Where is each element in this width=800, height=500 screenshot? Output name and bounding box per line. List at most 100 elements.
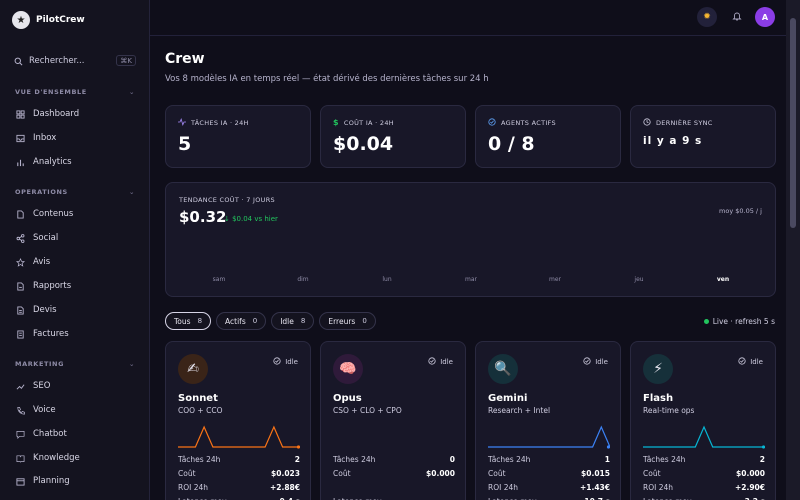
chevron-down-icon: ⌄ — [129, 360, 136, 368]
filter-active[interactable]: Actifs 0 — [216, 312, 267, 330]
search-button[interactable]: Rechercher... ⌘K — [10, 52, 136, 70]
sidebar-item-voice[interactable]: Voice — [16, 402, 56, 418]
sidebar-item-social[interactable]: Social — [16, 230, 58, 246]
agent-emoji-icon: 🧠 — [339, 361, 357, 377]
inbox-icon — [16, 134, 25, 143]
row-label: Tâches 24h — [643, 455, 686, 464]
sidebar-item-knowledge[interactable]: Knowledge — [16, 450, 80, 466]
sidebar-item-seo[interactable]: SEO — [16, 378, 50, 394]
row-label: Coût — [333, 469, 351, 478]
chat-icon — [16, 430, 25, 439]
sidebar-item-chatbot[interactable]: Chatbot — [16, 426, 67, 442]
sidebar-item-factures[interactable]: Factures — [16, 326, 69, 342]
sidebar-item-contenus[interactable]: Contenus — [16, 206, 73, 222]
user-avatar[interactable]: A — [755, 7, 775, 27]
stat-label: DERNIÈRE SYNC — [656, 119, 713, 127]
brand[interactable]: ★ PilotCrew — [12, 11, 85, 29]
sidebar-item-label: Devis — [33, 305, 57, 315]
agent-avatar: ⚡ — [643, 354, 673, 384]
agent-card-sonnet[interactable]: ✍ Idle Sonnet COO + CCO Tâches 24h 2 Coût… — [165, 341, 311, 500]
sidebar-item-label: Analytics — [33, 157, 72, 167]
bar-chart-icon — [16, 158, 25, 167]
row-label: Latence moy. — [333, 497, 383, 500]
section-title-overview[interactable]: VUE D'ENSEMBLE ⌄ — [15, 88, 136, 96]
agent-row-roi: ROI 24h +2.88€ — [178, 483, 300, 492]
sidebar-item-label: Factures — [33, 329, 69, 339]
check-circle-icon — [488, 118, 496, 128]
filter-all[interactable]: Tous 8 — [165, 312, 212, 330]
sidebar-item-label: Contenus — [33, 209, 74, 219]
trend-average: moy $0.05 / j — [719, 207, 762, 215]
grid-icon — [16, 109, 25, 119]
clock-icon — [643, 118, 651, 128]
day-label: mar — [465, 276, 477, 283]
agent-sparkline — [178, 425, 300, 449]
trend-delta: ↓ $0.04 vs hier — [224, 215, 278, 223]
sidebar-item-avis[interactable]: Avis — [16, 254, 50, 270]
notifications-button[interactable] — [727, 7, 747, 27]
sidebar-item-label: Chatbot — [33, 429, 67, 439]
status-label: Idle — [750, 358, 763, 366]
agent-sparkline — [333, 423, 455, 449]
row-value: +1.43€ — [579, 483, 610, 492]
filter-count: 0 — [362, 317, 367, 325]
row-value: $0.023 — [271, 469, 300, 478]
agent-name: Gemini — [488, 393, 528, 404]
filter-idle[interactable]: Idle 8 — [271, 312, 315, 330]
row-label: Tâches 24h — [178, 455, 221, 464]
sparkline-path — [643, 425, 765, 448]
stat-label: COÛT IA · 24H — [343, 118, 394, 127]
star-icon — [16, 257, 25, 267]
live-label: Live · refresh 5 s — [712, 317, 775, 326]
section-title-operations[interactable]: OPERATIONS ⌄ — [15, 188, 136, 196]
agent-status: Idle — [273, 357, 298, 367]
sidebar-item-label: Avis — [33, 257, 51, 267]
row-value: 0 — [449, 455, 455, 464]
row-label: Tâches 24h — [488, 455, 531, 464]
agent-sparkline — [488, 425, 610, 449]
sidebar-item-analytics[interactable]: Analytics — [16, 154, 72, 170]
stat-value: $0.04 — [333, 133, 394, 155]
search-placeholder: Rechercher... — [29, 56, 85, 66]
section-title-marketing[interactable]: MARKETING ⌄ — [15, 360, 136, 368]
agent-card-opus[interactable]: 🧠 Idle Opus CSO + CLO + CPO Tâches 24h 0 … — [320, 341, 466, 500]
agent-row-tasks: Tâches 24h 2 — [643, 455, 765, 464]
sidebar-item-inbox[interactable]: Inbox — [16, 130, 56, 146]
day-label: jeu — [634, 276, 644, 283]
trending-icon — [16, 382, 25, 391]
bell-icon — [732, 11, 742, 24]
share-icon — [16, 233, 25, 243]
agent-avatar: 🔍 — [488, 354, 518, 384]
sidebar-item-label: SEO — [33, 381, 51, 391]
scrollbar-thumb[interactable] — [790, 18, 796, 228]
search-icon — [14, 57, 23, 66]
row-value: 2 — [294, 455, 300, 464]
stat-card-sync: DERNIÈRE SYNC il y a 9 s — [630, 105, 776, 168]
agent-role: CSO + CLO + CPO — [333, 406, 402, 415]
search-shortcut: ⌘K — [116, 55, 136, 66]
sparkline-end-dot — [296, 445, 300, 449]
chevron-down-icon: ⌄ — [129, 188, 136, 196]
sidebar-item-rapports[interactable]: Rapports — [16, 278, 71, 294]
status-label: Idle — [595, 358, 608, 366]
scrollbar[interactable] — [786, 0, 800, 500]
row-value: 10.7 s — [584, 497, 610, 500]
sparkline-path — [488, 425, 610, 448]
invoice-icon — [16, 329, 25, 339]
agent-row-tasks: Tâches 24h 2 — [178, 455, 300, 464]
agent-name: Flash — [643, 393, 674, 404]
filter-errors[interactable]: Erreurs 0 — [319, 312, 376, 330]
filter-label: Erreurs — [328, 316, 356, 326]
sidebar-item-devis[interactable]: Devis — [16, 302, 57, 318]
book-icon — [16, 454, 25, 463]
agent-row-latency: Latence moy. 3.2 s — [643, 497, 765, 500]
agent-row-roi: ROI 24h +2.90€ — [643, 483, 765, 492]
agent-card-flash[interactable]: ⚡ Idle Flash Real-time ops Tâches 24h 2 C… — [630, 341, 776, 500]
agent-card-gemini[interactable]: 🔍 Idle Gemini Research + Intel Tâches 24… — [475, 341, 621, 500]
agent-row-latency: Latence moy. — — [333, 497, 455, 500]
filter-label: Actifs — [225, 316, 246, 326]
sidebar-item-planning[interactable]: Planning — [16, 473, 70, 489]
stat-value: il y a 9 s — [643, 135, 703, 147]
theme-toggle-button[interactable]: ✹ — [697, 7, 717, 27]
sidebar-item-dashboard[interactable]: Dashboard — [16, 106, 79, 122]
